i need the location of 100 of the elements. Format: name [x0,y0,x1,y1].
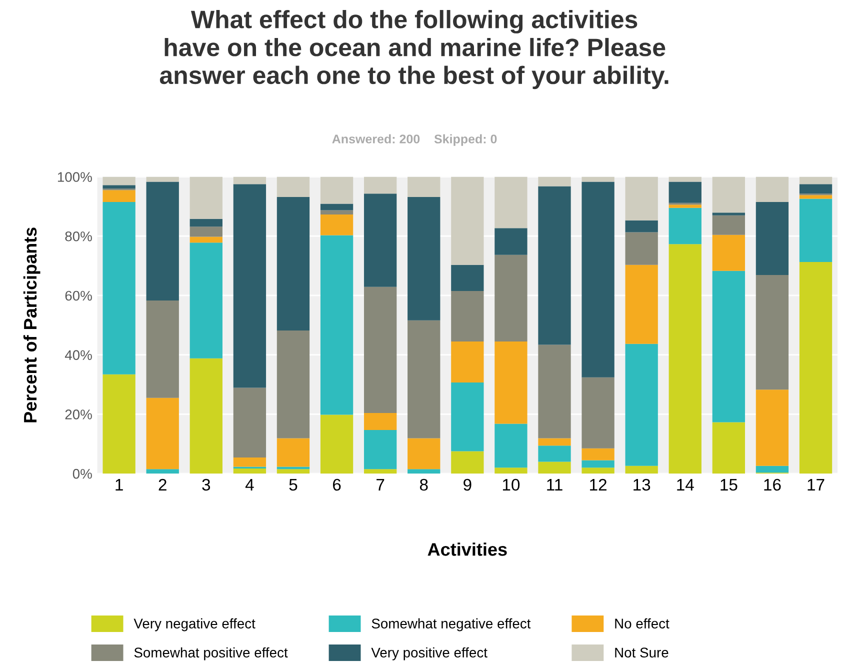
bar [712,422,746,474]
bar [364,194,397,287]
bar [582,468,614,474]
bar [320,210,354,214]
bar [668,182,702,203]
bar [538,462,571,474]
bar [102,374,136,474]
bar [668,176,702,182]
x-tick-label: 16 [764,478,781,491]
x-tick-label: 15 [720,479,738,491]
legend-label: Not Sure [615,648,668,658]
legend-label: Somewhat negative effect [372,618,531,632]
bar [364,469,397,474]
legend-label: Very positive effect [371,647,488,660]
bar [582,182,614,378]
bar [625,344,658,466]
bar [146,176,179,182]
bar [190,236,222,243]
x-tick-label: 9 [464,478,472,491]
bar [756,275,789,390]
bar [799,262,832,474]
bar [494,468,528,474]
x-tick-label: 12 [590,478,606,491]
x-tick-label: 6 [332,478,341,491]
bar [712,212,746,216]
bar [451,341,484,382]
y-tick-label: 40% [64,350,92,360]
bar [146,469,179,474]
bar [625,220,658,232]
bar [233,388,266,458]
y-axis-title: Percent of Participants [23,228,40,422]
bar [451,451,484,474]
bar [799,176,832,184]
bar [582,176,614,182]
bar [494,176,528,228]
chart-subtitle: Answered: 200 Skipped: 0 [332,134,497,146]
x-tick-label: 10 [502,478,520,491]
bar [799,198,832,262]
bar [712,176,746,213]
y-tick-label: 80% [65,231,92,242]
bar [668,208,702,244]
bar [451,264,484,292]
bar [102,176,136,186]
y-tick-label: 20% [65,410,92,420]
bar [625,466,658,474]
bar [102,185,136,189]
bar [233,184,266,388]
bar [146,182,179,301]
bar [494,228,528,255]
x-tick-label: 13 [634,478,650,491]
x-tick-label: 4 [245,479,254,491]
bar [146,300,179,398]
bar [494,424,528,468]
bar [102,190,136,202]
bar [408,438,440,470]
bar [582,460,614,468]
y-tick-label: 100% [58,172,92,182]
bar [320,204,354,210]
bar [276,466,310,470]
chart-title: What effect do the following activities have on the ocean and marine life? Please answer each one to the best of your ability. [160,10,668,90]
bar [712,234,746,271]
bar [146,398,179,470]
bar [233,176,266,184]
x-tick-label: 14 [677,479,694,491]
bar [276,176,310,197]
bar [799,184,832,194]
bar [190,218,222,227]
legend-label: No effect [615,618,670,628]
bar [538,186,571,345]
x-tick-label: 8 [420,478,428,491]
bar [190,242,222,358]
legend-label: Very negative effect [134,618,256,632]
bar [320,235,354,415]
bar [625,232,658,265]
bar [233,468,266,474]
bar [408,469,440,474]
bar [712,215,746,235]
bar [190,176,222,219]
bar [408,196,440,320]
x-tick-label: 2 [158,478,166,491]
bar [668,244,702,474]
bar [320,214,354,236]
bar [233,458,266,467]
x-tick-label: 17 [808,479,824,491]
bar [190,358,222,474]
bar [494,254,528,342]
x-tick-label: 7 [376,479,384,491]
bar [451,291,484,342]
bar [756,176,789,202]
bar [190,226,222,237]
bar [799,195,832,199]
x-tick-label: 5 [289,479,298,491]
bar [712,270,746,422]
bar [276,438,310,467]
bar [625,264,658,344]
bar [320,176,354,204]
y-tick-label: 0% [72,468,92,479]
bar [538,344,571,438]
bar [756,202,789,275]
bar [408,320,440,438]
